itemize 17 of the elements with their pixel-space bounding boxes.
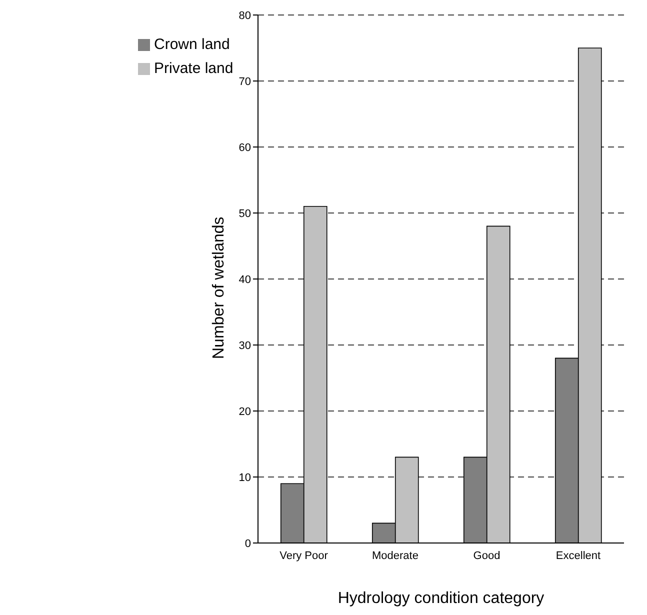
- y-axis-title: Number of wetlands: [210, 216, 228, 359]
- y-tick-label: 20: [238, 406, 251, 418]
- y-tick-label: 70: [238, 76, 251, 88]
- x-tick-label: Very Poor: [280, 550, 328, 562]
- y-tick-label: 30: [238, 340, 251, 352]
- y-tick-label: 80: [238, 10, 251, 22]
- y-tick-label: 60: [238, 142, 251, 154]
- legend-label: Private land: [154, 60, 234, 77]
- x-tick-label: Good: [473, 550, 500, 562]
- x-tick-label: Excellent: [556, 550, 601, 562]
- legend-label: Crown land: [154, 36, 230, 53]
- x-tick-label: Moderate: [372, 550, 418, 562]
- y-tick-label: 10: [238, 472, 251, 484]
- y-tick-label: 0: [244, 538, 251, 550]
- y-tick-label: 50: [238, 208, 251, 220]
- x-axis-title: Hydrology condition category: [338, 590, 544, 607]
- y-tick-label: 40: [238, 274, 251, 286]
